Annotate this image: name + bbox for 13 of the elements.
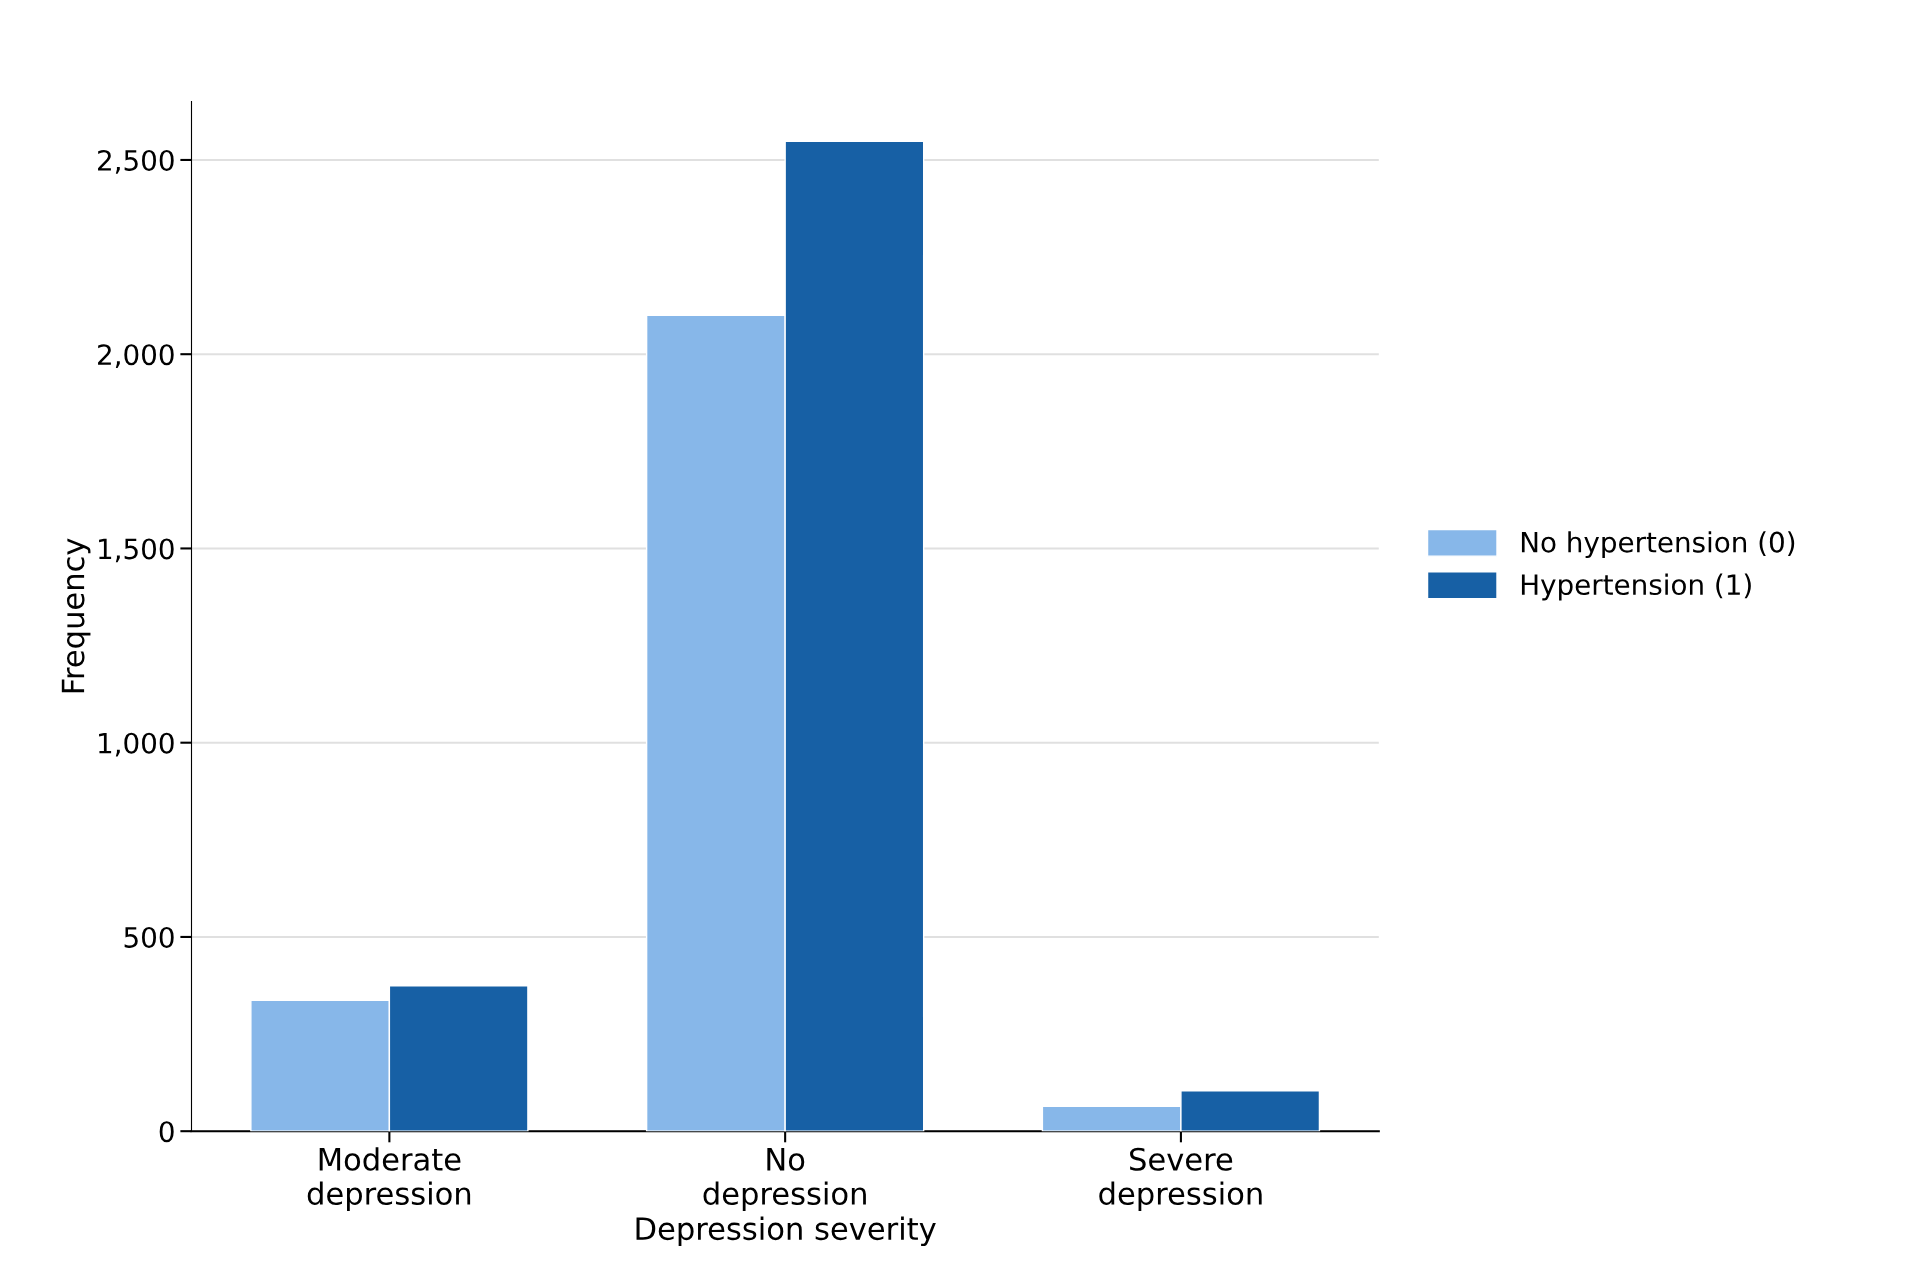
y-tick-label: 500 bbox=[124, 926, 174, 948]
y-tick-label: 1,500 bbox=[99, 538, 174, 563]
y-tick-label: 2,500 bbox=[98, 149, 174, 174]
legend-label: No hypertension (0) bbox=[1521, 531, 1795, 559]
x-tick-label: Moderate depression bbox=[307, 1147, 471, 1211]
y-tick-label: 1,000 bbox=[99, 732, 174, 757]
x-tick-label: No depression bbox=[703, 1148, 866, 1211]
x-tick-label: Severe depression bbox=[1099, 1147, 1262, 1211]
y-tick-label: 0 bbox=[159, 1121, 174, 1143]
y-axis-title: Frequency bbox=[61, 538, 91, 693]
legend-label: Hypertension (1) bbox=[1521, 573, 1751, 601]
x-axis-title: Depression severity bbox=[636, 1216, 936, 1247]
y-tick-label: 2,000 bbox=[98, 344, 174, 368]
